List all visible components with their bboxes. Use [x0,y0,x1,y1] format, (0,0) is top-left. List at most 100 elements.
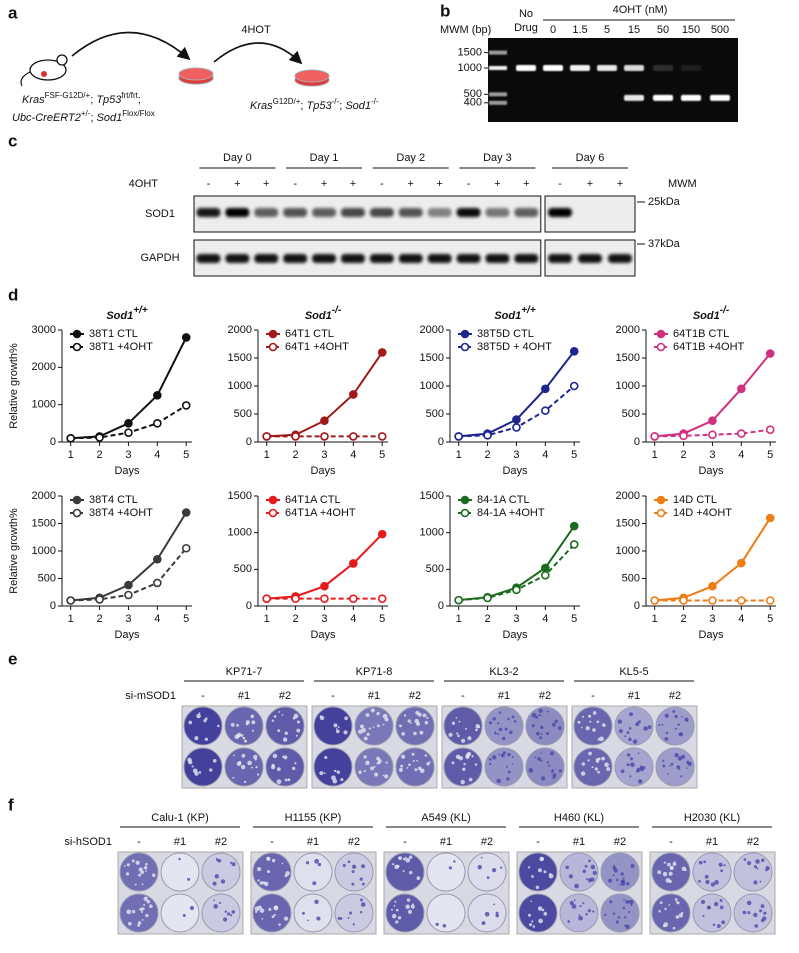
colony [402,857,406,861]
well [201,852,241,892]
colony [662,871,668,877]
condition-label: - [403,836,407,848]
x-tick-label: 5 [767,613,773,625]
colony [333,769,337,773]
chart-title-part: -/- [332,305,342,316]
colony [531,724,535,728]
legend-label: 84-1A CTL [477,494,530,506]
colony [198,712,201,714]
point [291,432,300,441]
colony [382,774,385,777]
colony [678,732,684,737]
colony [339,917,343,920]
blot-band [398,254,423,263]
day-label: Day 0 [223,152,252,164]
genotype-part: Sod1 [345,100,371,112]
chart-title: Sod1+/+ [106,305,148,322]
colony [663,861,666,864]
panel-label: b [440,1,450,20]
condition-label: #2 [279,690,291,702]
point [541,384,550,394]
colony [567,920,571,923]
colony [588,714,592,718]
colony [281,714,284,716]
colony [763,911,767,915]
colony [126,909,132,915]
colony [138,873,142,877]
colony [623,898,625,901]
colony [746,900,752,906]
blot-band [485,254,510,263]
legend-marker [460,329,470,339]
legend-marker [268,495,278,505]
colony [592,711,597,715]
x-tick-label: 3 [513,613,519,625]
colony [419,768,425,774]
colony [488,721,493,725]
colony [229,914,233,917]
colony [140,911,144,914]
point [291,594,300,603]
blot-band [548,254,572,263]
lane-label: 150 [682,24,700,36]
colony [665,878,671,883]
colony [215,857,218,860]
legend-label: 38T5D + 4OHT [477,341,552,353]
colony [312,881,317,886]
colony [460,738,466,743]
colony [597,770,600,774]
gel-band [543,65,563,71]
colony [359,724,364,729]
x-tick-label: 1 [264,449,270,461]
colony [236,761,242,767]
legend-label: 38T1 +4OHT [89,341,153,353]
legend-marker [72,342,82,352]
colony [587,878,592,883]
condition-label: - [536,836,540,848]
colony [662,759,665,762]
colony [272,753,278,759]
colony [475,728,478,732]
legend-label: 38T4 CTL [89,494,138,506]
colony [382,713,388,719]
colony [319,715,322,718]
y-tick-label: 1500 [420,490,444,502]
colony [618,729,623,734]
colony [141,907,145,911]
y-tick-label: 500 [426,563,444,575]
colony [403,714,407,717]
colony [141,918,144,921]
point [262,594,271,603]
legend-label: 38T5D CTL [477,328,534,340]
colony [565,865,569,870]
colony [342,863,346,867]
colony [713,901,719,907]
colony [528,923,533,927]
colony [664,737,669,741]
colony [596,760,599,764]
point [124,580,133,590]
colony [681,715,683,718]
mouse-icon [20,54,68,87]
colony [273,715,277,718]
colony [196,713,201,719]
colony [254,758,257,761]
colony [716,924,721,928]
well [443,706,483,746]
colony [496,778,501,784]
point [320,594,329,603]
x-tick-label: 4 [542,613,548,625]
knockdown-label: si-mSOD1 [125,690,176,702]
colony [637,779,643,784]
colony [393,905,396,907]
x-tick-label: 5 [183,449,189,461]
point [95,595,104,604]
colony [292,716,296,720]
colony [637,720,641,724]
chart-title: Sod1-/- [305,305,342,322]
colony [495,911,499,915]
condition-label: #2 [669,690,681,702]
genotype-part: -/- [332,97,340,106]
colony [278,923,281,926]
gel-band [597,65,617,71]
